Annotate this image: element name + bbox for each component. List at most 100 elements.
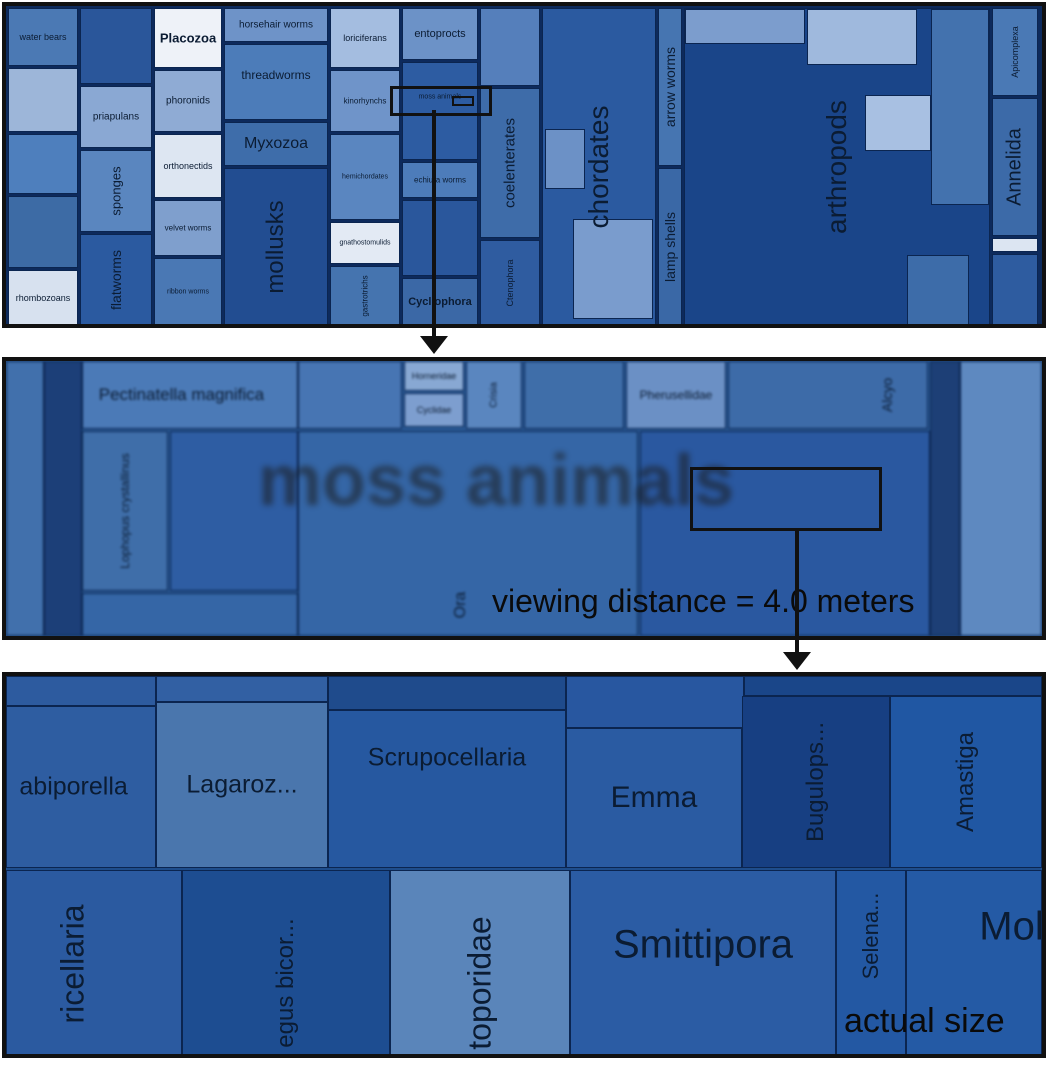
treemap-cell[interactable]: kinorhynchs: [330, 70, 400, 132]
treemap-label: orthonectids: [163, 161, 213, 171]
treemap-cell[interactable]: [992, 238, 1038, 252]
treemap-label: rhombozoans: [15, 293, 71, 303]
treemap-cell[interactable]: echiura worms: [402, 162, 478, 198]
treemap-cell[interactable]: Cycliophora: [402, 278, 478, 324]
zoom-region-box[interactable]: [390, 86, 492, 116]
treemap-cell[interactable]: gnathostomulids: [330, 222, 400, 264]
treemap-cell[interactable]: Emma: [566, 728, 742, 868]
treemap-cell[interactable]: Bugulops...: [742, 696, 890, 868]
treemap-label: Cyclidae: [416, 405, 452, 415]
treemap-label: ribbon worms: [166, 288, 210, 296]
treemap-cell[interactable]: velvet worms: [154, 200, 222, 256]
treemap-cell[interactable]: Horneridae: [404, 361, 464, 391]
treemap-label: egus bicor...: [272, 917, 299, 1048]
treemap-cell[interactable]: Ora: [298, 431, 638, 636]
treemap-cell[interactable]: Scrupocellaria: [328, 710, 566, 868]
treemap-cell[interactable]: [524, 361, 624, 429]
treemap-cell[interactable]: Crisia: [466, 361, 522, 429]
treemap-cell[interactable]: egus bicor...: [182, 870, 390, 1054]
treemap-cell[interactable]: [298, 361, 402, 429]
treemap-cell[interactable]: water bears: [8, 8, 78, 66]
treemap-cell[interactable]: priapulans: [80, 86, 152, 148]
treemap-cell[interactable]: Lophopus crystallinus: [82, 431, 168, 591]
treemap-cell[interactable]: [6, 676, 156, 706]
treemap-cell[interactable]: Lagaroz...: [156, 702, 328, 868]
treemap-cell[interactable]: Apicomplexa: [992, 8, 1038, 96]
treemap-label: mollusks: [262, 200, 289, 294]
treemap-cell[interactable]: [992, 254, 1038, 324]
treemap-cell[interactable]: sponges: [80, 150, 152, 232]
treemap-cell[interactable]: [960, 361, 1042, 636]
treemap-label: Myxozoa: [243, 135, 309, 152]
treemap-subcell: [807, 9, 917, 65]
treemap-cell[interactable]: [640, 431, 930, 636]
treemap-cell[interactable]: Amastiga: [890, 696, 1042, 868]
treemap-subcell: [545, 129, 585, 189]
overview-treemap-panel: water bears rhombozoans priapulans spong…: [2, 2, 1046, 328]
treemap-cell[interactable]: lamp shells: [658, 168, 682, 324]
treemap-cell[interactable]: Mol: [906, 870, 1042, 1054]
treemap-label: water bears: [19, 32, 67, 42]
treemap-label: Selena...: [858, 892, 883, 980]
treemap-cell[interactable]: Alcyo: [728, 361, 928, 429]
treemap-cell[interactable]: [82, 593, 298, 636]
treemap-cell[interactable]: [8, 134, 78, 194]
treemap-cell[interactable]: moss animals: [402, 62, 478, 160]
treemap-cell[interactable]: Ctenophora: [480, 240, 540, 324]
treemap-label: priapulans: [92, 111, 140, 123]
treemap-cell[interactable]: [170, 431, 298, 591]
treemap-cell[interactable]: [80, 8, 152, 84]
treemap-cell[interactable]: Annelida: [992, 98, 1038, 236]
treemap-cell[interactable]: arrow worms: [658, 8, 682, 166]
treemap-cell[interactable]: phoronids: [154, 70, 222, 132]
treemap-subcell: [907, 255, 969, 324]
treemap-cell[interactable]: flatworms: [80, 234, 152, 324]
treemap-cell[interactable]: [930, 361, 960, 636]
treemap-cell[interactable]: hemichordates: [330, 134, 400, 220]
treemap-cell[interactable]: chordates: [542, 8, 656, 324]
treemap-cell[interactable]: mollusks: [224, 168, 328, 324]
treemap-cell[interactable]: entoprocts: [402, 8, 478, 60]
treemap-cell[interactable]: [480, 8, 540, 86]
treemap-cell[interactable]: Selena...: [836, 870, 906, 1054]
treemap-label: entoprocts: [414, 28, 466, 40]
treemap-cell[interactable]: Placozoa: [154, 8, 222, 68]
treemap-label: gnathostomulids: [339, 239, 391, 247]
treemap-cell[interactable]: [402, 200, 478, 276]
treemap-cell[interactable]: loriciferans: [330, 8, 400, 68]
treemap-label: chordates: [583, 105, 614, 229]
treemap-cell[interactable]: ricellaria: [6, 870, 182, 1054]
treemap-cell[interactable]: coelenterates: [480, 88, 540, 238]
treemap-cell[interactable]: Cyclidae: [404, 393, 464, 427]
treemap-label: gastrotrichs: [360, 275, 370, 317]
treemap-cell[interactable]: [8, 196, 78, 268]
treemap-cell[interactable]: Pectinatella magnifica: [82, 361, 298, 429]
treemap-cell[interactable]: [6, 361, 44, 636]
treemap-label: Cycliophora: [408, 296, 472, 308]
treemap-cell[interactable]: [744, 676, 1042, 696]
viewing-distance-caption: viewing distance = 4.0 meters: [492, 583, 915, 619]
treemap-label: coelenterates: [501, 117, 519, 209]
treemap-cell[interactable]: [44, 361, 82, 636]
treemap-cell[interactable]: orthonectids: [154, 134, 222, 198]
treemap-cell[interactable]: threadworms: [224, 44, 328, 120]
treemap-cell[interactable]: gastrotrichs: [330, 266, 400, 324]
treemap-cell[interactable]: rhombozoans: [8, 270, 78, 324]
treemap-cell[interactable]: [156, 676, 328, 702]
treemap-label: Bugulops...: [802, 721, 829, 843]
treemap-cell[interactable]: [8, 68, 78, 132]
treemap-cell[interactable]: Pherusellidae: [626, 361, 726, 429]
treemap-label: Lophopus crystallinus: [118, 453, 132, 569]
treemap-cell[interactable]: Myxozoa: [224, 122, 328, 166]
treemap-cell[interactable]: horsehair worms: [224, 8, 328, 42]
treemap-label: Placozoa: [159, 30, 217, 46]
treemap-subcell: [573, 219, 653, 319]
treemap-cell[interactable]: abiporella: [6, 706, 156, 868]
treemap-cell[interactable]: [566, 676, 744, 728]
treemap-cell[interactable]: arthropods: [684, 8, 990, 324]
zoom-region-box[interactable]: [690, 467, 882, 531]
treemap-cell[interactable]: ribbon worms: [154, 258, 222, 324]
treemap-cell[interactable]: toporidae: [390, 870, 570, 1054]
treemap-cell[interactable]: [328, 676, 566, 710]
treemap-cell[interactable]: Smittipora: [570, 870, 836, 1054]
